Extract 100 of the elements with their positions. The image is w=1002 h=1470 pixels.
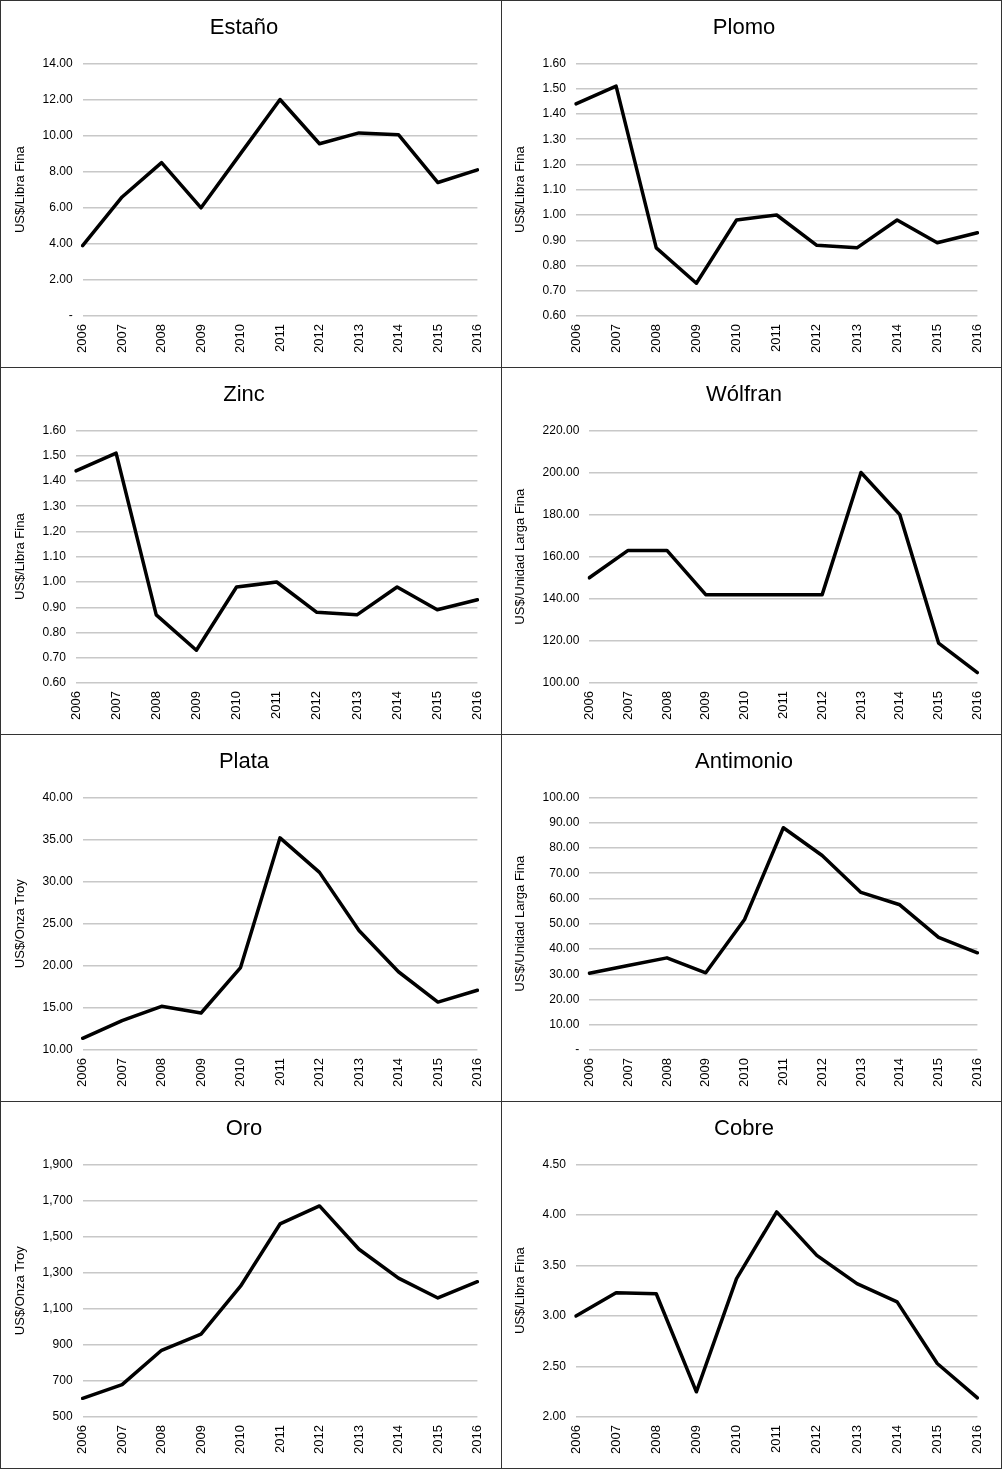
x-tick-label: 2007	[619, 691, 635, 720]
y-tick-label: 50.00	[549, 916, 580, 931]
x-tick-label: 2014	[891, 1058, 907, 1087]
y-axis-title: US$/Libra Fina	[12, 145, 28, 234]
x-tick-label: 2009	[687, 1425, 703, 1454]
y-tick-label: 20.00	[549, 991, 580, 1006]
y-tick-label: 30.00	[42, 873, 73, 888]
x-tick-label: 2014	[390, 324, 406, 353]
y-tick-label: 700	[52, 1373, 73, 1388]
y-axis-title: US$/Unidad Larga Fina	[512, 855, 528, 992]
x-tick-label: 2009	[192, 324, 208, 353]
x-tick-label: 2016	[468, 324, 484, 353]
x-tick-label: 2007	[107, 691, 123, 720]
x-tick-label: 2012	[311, 324, 327, 353]
x-tick-label: 2013	[350, 324, 366, 353]
chart-title: Estaño	[209, 14, 279, 40]
y-tick-label: 1,500	[42, 1228, 73, 1243]
y-tick-label: 180.00	[542, 506, 580, 521]
x-tick-label: 2011	[271, 1058, 287, 1087]
y-tick-label: 900	[52, 1337, 73, 1352]
x-tick-label: 2007	[607, 1425, 623, 1454]
y-axis-title: US$/Libra Fina	[12, 512, 28, 601]
y-tick-label: 3.50	[542, 1257, 567, 1272]
y-tick-label: -	[68, 308, 73, 323]
x-tick-label: 2008	[647, 1425, 663, 1454]
x-tick-label: 2006	[580, 1058, 596, 1087]
y-tick-label: 1.50	[542, 80, 567, 95]
x-tick-label: 2008	[153, 1058, 169, 1087]
x-tick-label: 2010	[228, 691, 244, 720]
x-tick-label: 2015	[930, 691, 946, 720]
y-tick-label: 0.70	[542, 283, 567, 298]
x-tick-label: 2011	[774, 1058, 790, 1087]
y-tick-label: 1,300	[42, 1265, 73, 1279]
y-tick-label: 60.00	[549, 890, 580, 905]
chart-title: Plata	[218, 748, 270, 774]
x-tick-label: 2012	[808, 1425, 824, 1454]
x-tick-label: 2007	[619, 1058, 635, 1087]
y-tick-label: 1.40	[542, 106, 567, 121]
x-tick-label: 2016	[968, 324, 984, 353]
y-tick-label: 35.00	[42, 831, 73, 846]
y-tick-label: 1.60	[542, 55, 567, 70]
y-tick-label: 1.10	[542, 182, 567, 197]
x-tick-label: 2016	[968, 1425, 984, 1454]
x-tick-label: 2009	[192, 1425, 208, 1454]
chart-title: Antimonio	[695, 748, 793, 774]
x-tick-label: 2015	[429, 1425, 445, 1454]
y-tick-label: 0.80	[42, 624, 67, 639]
x-tick-label: 2015	[930, 1058, 946, 1087]
chart-title: Cobre	[714, 1115, 774, 1141]
y-tick-label: 0.90	[542, 232, 567, 247]
x-tick-label: 2006	[74, 1058, 90, 1087]
x-tick-label: 2007	[607, 324, 623, 353]
y-tick-label: 0.90	[42, 599, 67, 614]
x-tick-label: 2013	[348, 691, 364, 720]
x-tick-label: 2010	[232, 1425, 248, 1454]
x-tick-label: 2016	[468, 1425, 484, 1454]
x-tick-label: 2010	[736, 691, 752, 720]
x-tick-label: 2011	[768, 324, 784, 353]
y-axis-title: US$/Onza Troy	[12, 878, 28, 969]
x-tick-label: 2012	[311, 1425, 327, 1454]
x-tick-label: 2013	[350, 1058, 366, 1087]
y-tick-label: 0.70	[42, 650, 67, 665]
x-tick-label: 2013	[350, 1425, 366, 1454]
x-tick-label: 2014	[390, 1425, 406, 1454]
y-tick-label: 1,900	[42, 1156, 73, 1171]
x-tick-label: 2013	[848, 324, 864, 353]
x-tick-label: 2010	[232, 1058, 248, 1087]
x-tick-label: 2016	[468, 691, 484, 720]
y-tick-label: 80.00	[549, 840, 580, 855]
x-tick-label: 2008	[153, 1425, 169, 1454]
y-tick-label: 8.00	[49, 164, 73, 178]
x-tick-label: 2015	[928, 1425, 944, 1454]
y-tick-label: 20.00	[42, 958, 73, 973]
y-tick-label: 1.00	[42, 574, 67, 589]
x-tick-label: 2006	[74, 324, 90, 353]
y-tick-label: 40.00	[549, 941, 580, 956]
x-tick-label: 2016	[468, 1058, 484, 1087]
x-tick-label: 2007	[113, 1425, 129, 1454]
y-tick-label: 15.00	[42, 1000, 73, 1015]
x-tick-label: 2013	[848, 1425, 864, 1454]
x-tick-label: 2009	[697, 1058, 713, 1087]
x-tick-label: 2006	[74, 1425, 90, 1454]
y-tick-label: 0.60	[42, 675, 67, 690]
x-tick-label: 2013	[852, 1058, 868, 1087]
y-tick-label: 220.00	[542, 422, 580, 437]
x-tick-label: 2011	[271, 324, 287, 353]
x-tick-label: 2008	[658, 1058, 674, 1087]
chart-title: Zinc	[223, 381, 265, 407]
x-tick-label: 2011	[271, 1425, 287, 1454]
x-tick-label: 2010	[728, 1425, 744, 1454]
x-tick-label: 2012	[813, 691, 829, 720]
x-tick-label: 2014	[388, 691, 404, 720]
y-tick-label: 10.00	[42, 1042, 73, 1057]
x-tick-label: 2008	[647, 324, 663, 353]
y-axis-title: US$/Unidad Larga Fina	[512, 488, 528, 625]
x-tick-label: 2015	[429, 1058, 445, 1087]
y-axis-title: US$/Libra Fina	[512, 145, 528, 234]
x-tick-label: 2007	[113, 1058, 129, 1087]
y-tick-label: 30.00	[549, 966, 580, 981]
x-tick-label: 2015	[428, 691, 444, 720]
